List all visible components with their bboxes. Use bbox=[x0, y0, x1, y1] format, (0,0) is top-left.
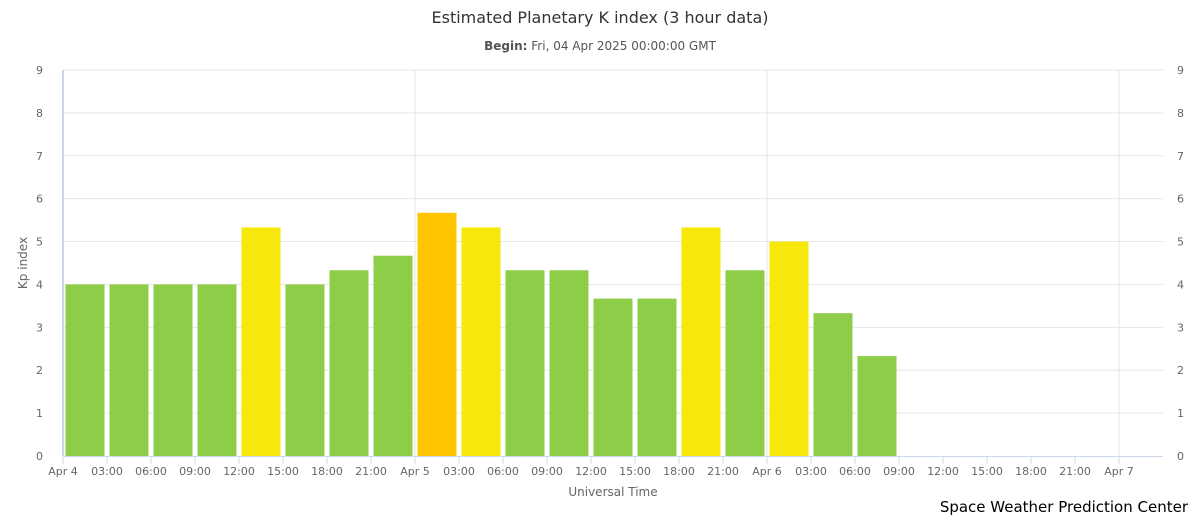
x-tick-label: 21:00 bbox=[355, 465, 387, 478]
y-tick-label-right: 0 bbox=[1177, 450, 1184, 463]
kp-bar bbox=[285, 284, 325, 456]
chart-title: Estimated Planetary K index (3 hour data… bbox=[431, 8, 769, 27]
chart-subtitle: Begin: Fri, 04 Apr 2025 00:00:00 GMT bbox=[0, 39, 1200, 53]
kp-bar bbox=[153, 284, 193, 456]
credit-text: Space Weather Prediction Center bbox=[939, 498, 1188, 516]
y-tick-label-right: 6 bbox=[1177, 193, 1184, 206]
x-tick-label: 21:00 bbox=[707, 465, 739, 478]
subtitle-value: Fri, 04 Apr 2025 00:00:00 GMT bbox=[531, 39, 716, 53]
y-axis-title: Kp index bbox=[16, 237, 30, 289]
kp-bar bbox=[857, 356, 897, 456]
kp-bar bbox=[813, 313, 853, 456]
y-tick-label-left: 0 bbox=[36, 450, 43, 463]
kp-bar bbox=[505, 270, 545, 456]
y-tick-label-left: 9 bbox=[36, 64, 43, 77]
x-tick-label: 12:00 bbox=[575, 465, 607, 478]
y-tick-label-left: 2 bbox=[36, 364, 43, 377]
x-tick-label: Apr 5 bbox=[400, 465, 430, 478]
kp-bar bbox=[681, 227, 721, 456]
kp-bar bbox=[329, 270, 369, 456]
y-tick-label-left: 3 bbox=[36, 321, 43, 334]
x-tick-label: 03:00 bbox=[91, 465, 123, 478]
kp-bar bbox=[241, 227, 281, 456]
y-tick-label-left: 6 bbox=[36, 193, 43, 206]
y-tick-label-right: 7 bbox=[1177, 150, 1184, 163]
subtitle-label: Begin: bbox=[484, 39, 528, 53]
x-tick-label: 06:00 bbox=[487, 465, 519, 478]
x-tick-label: 12:00 bbox=[927, 465, 959, 478]
y-tick-label-left: 8 bbox=[36, 107, 43, 120]
y-tick-label-left: 1 bbox=[36, 407, 43, 420]
x-tick-label: 21:00 bbox=[1059, 465, 1091, 478]
x-tick-label: 18:00 bbox=[663, 465, 695, 478]
x-tick-label: Apr 7 bbox=[1104, 465, 1134, 478]
x-tick-label: 15:00 bbox=[267, 465, 299, 478]
y-tick-label-left: 4 bbox=[36, 278, 43, 291]
x-tick-label: Apr 6 bbox=[752, 465, 782, 478]
y-tick-label-left: 7 bbox=[36, 150, 43, 163]
x-tick-label: 18:00 bbox=[311, 465, 343, 478]
kp-bar bbox=[593, 298, 633, 456]
x-tick-label: 09:00 bbox=[883, 465, 915, 478]
y-tick-label-right: 1 bbox=[1177, 407, 1184, 420]
kp-bar bbox=[549, 270, 589, 456]
y-tick-label-right: 9 bbox=[1177, 64, 1184, 77]
kp-bar bbox=[109, 284, 149, 456]
x-tick-label: 15:00 bbox=[619, 465, 651, 478]
x-tick-label: 06:00 bbox=[839, 465, 871, 478]
x-tick-label: 18:00 bbox=[1015, 465, 1047, 478]
kp-bar bbox=[373, 255, 413, 456]
x-tick-label: 03:00 bbox=[443, 465, 475, 478]
kp-bar bbox=[637, 298, 677, 456]
kp-bar bbox=[197, 284, 237, 456]
y-tick-label-right: 5 bbox=[1177, 236, 1184, 249]
x-tick-label: 09:00 bbox=[179, 465, 211, 478]
y-tick-label-right: 3 bbox=[1177, 321, 1184, 334]
x-tick-label: 15:00 bbox=[971, 465, 1003, 478]
x-tick-label: 09:00 bbox=[531, 465, 563, 478]
y-tick-label-right: 4 bbox=[1177, 278, 1184, 291]
x-tick-label: 12:00 bbox=[223, 465, 255, 478]
x-tick-label: Apr 4 bbox=[48, 465, 78, 478]
x-tick-label: 03:00 bbox=[795, 465, 827, 478]
y-tick-label-left: 5 bbox=[36, 236, 43, 249]
x-tick-label: 06:00 bbox=[135, 465, 167, 478]
kp-bar bbox=[65, 284, 105, 456]
kp-bar bbox=[725, 270, 765, 456]
y-tick-label-right: 8 bbox=[1177, 107, 1184, 120]
kp-bar bbox=[461, 227, 501, 456]
x-axis-title: Universal Time bbox=[568, 485, 657, 499]
kp-bar bbox=[769, 241, 809, 456]
kp-bar bbox=[417, 212, 457, 456]
y-tick-label-right: 2 bbox=[1177, 364, 1184, 377]
